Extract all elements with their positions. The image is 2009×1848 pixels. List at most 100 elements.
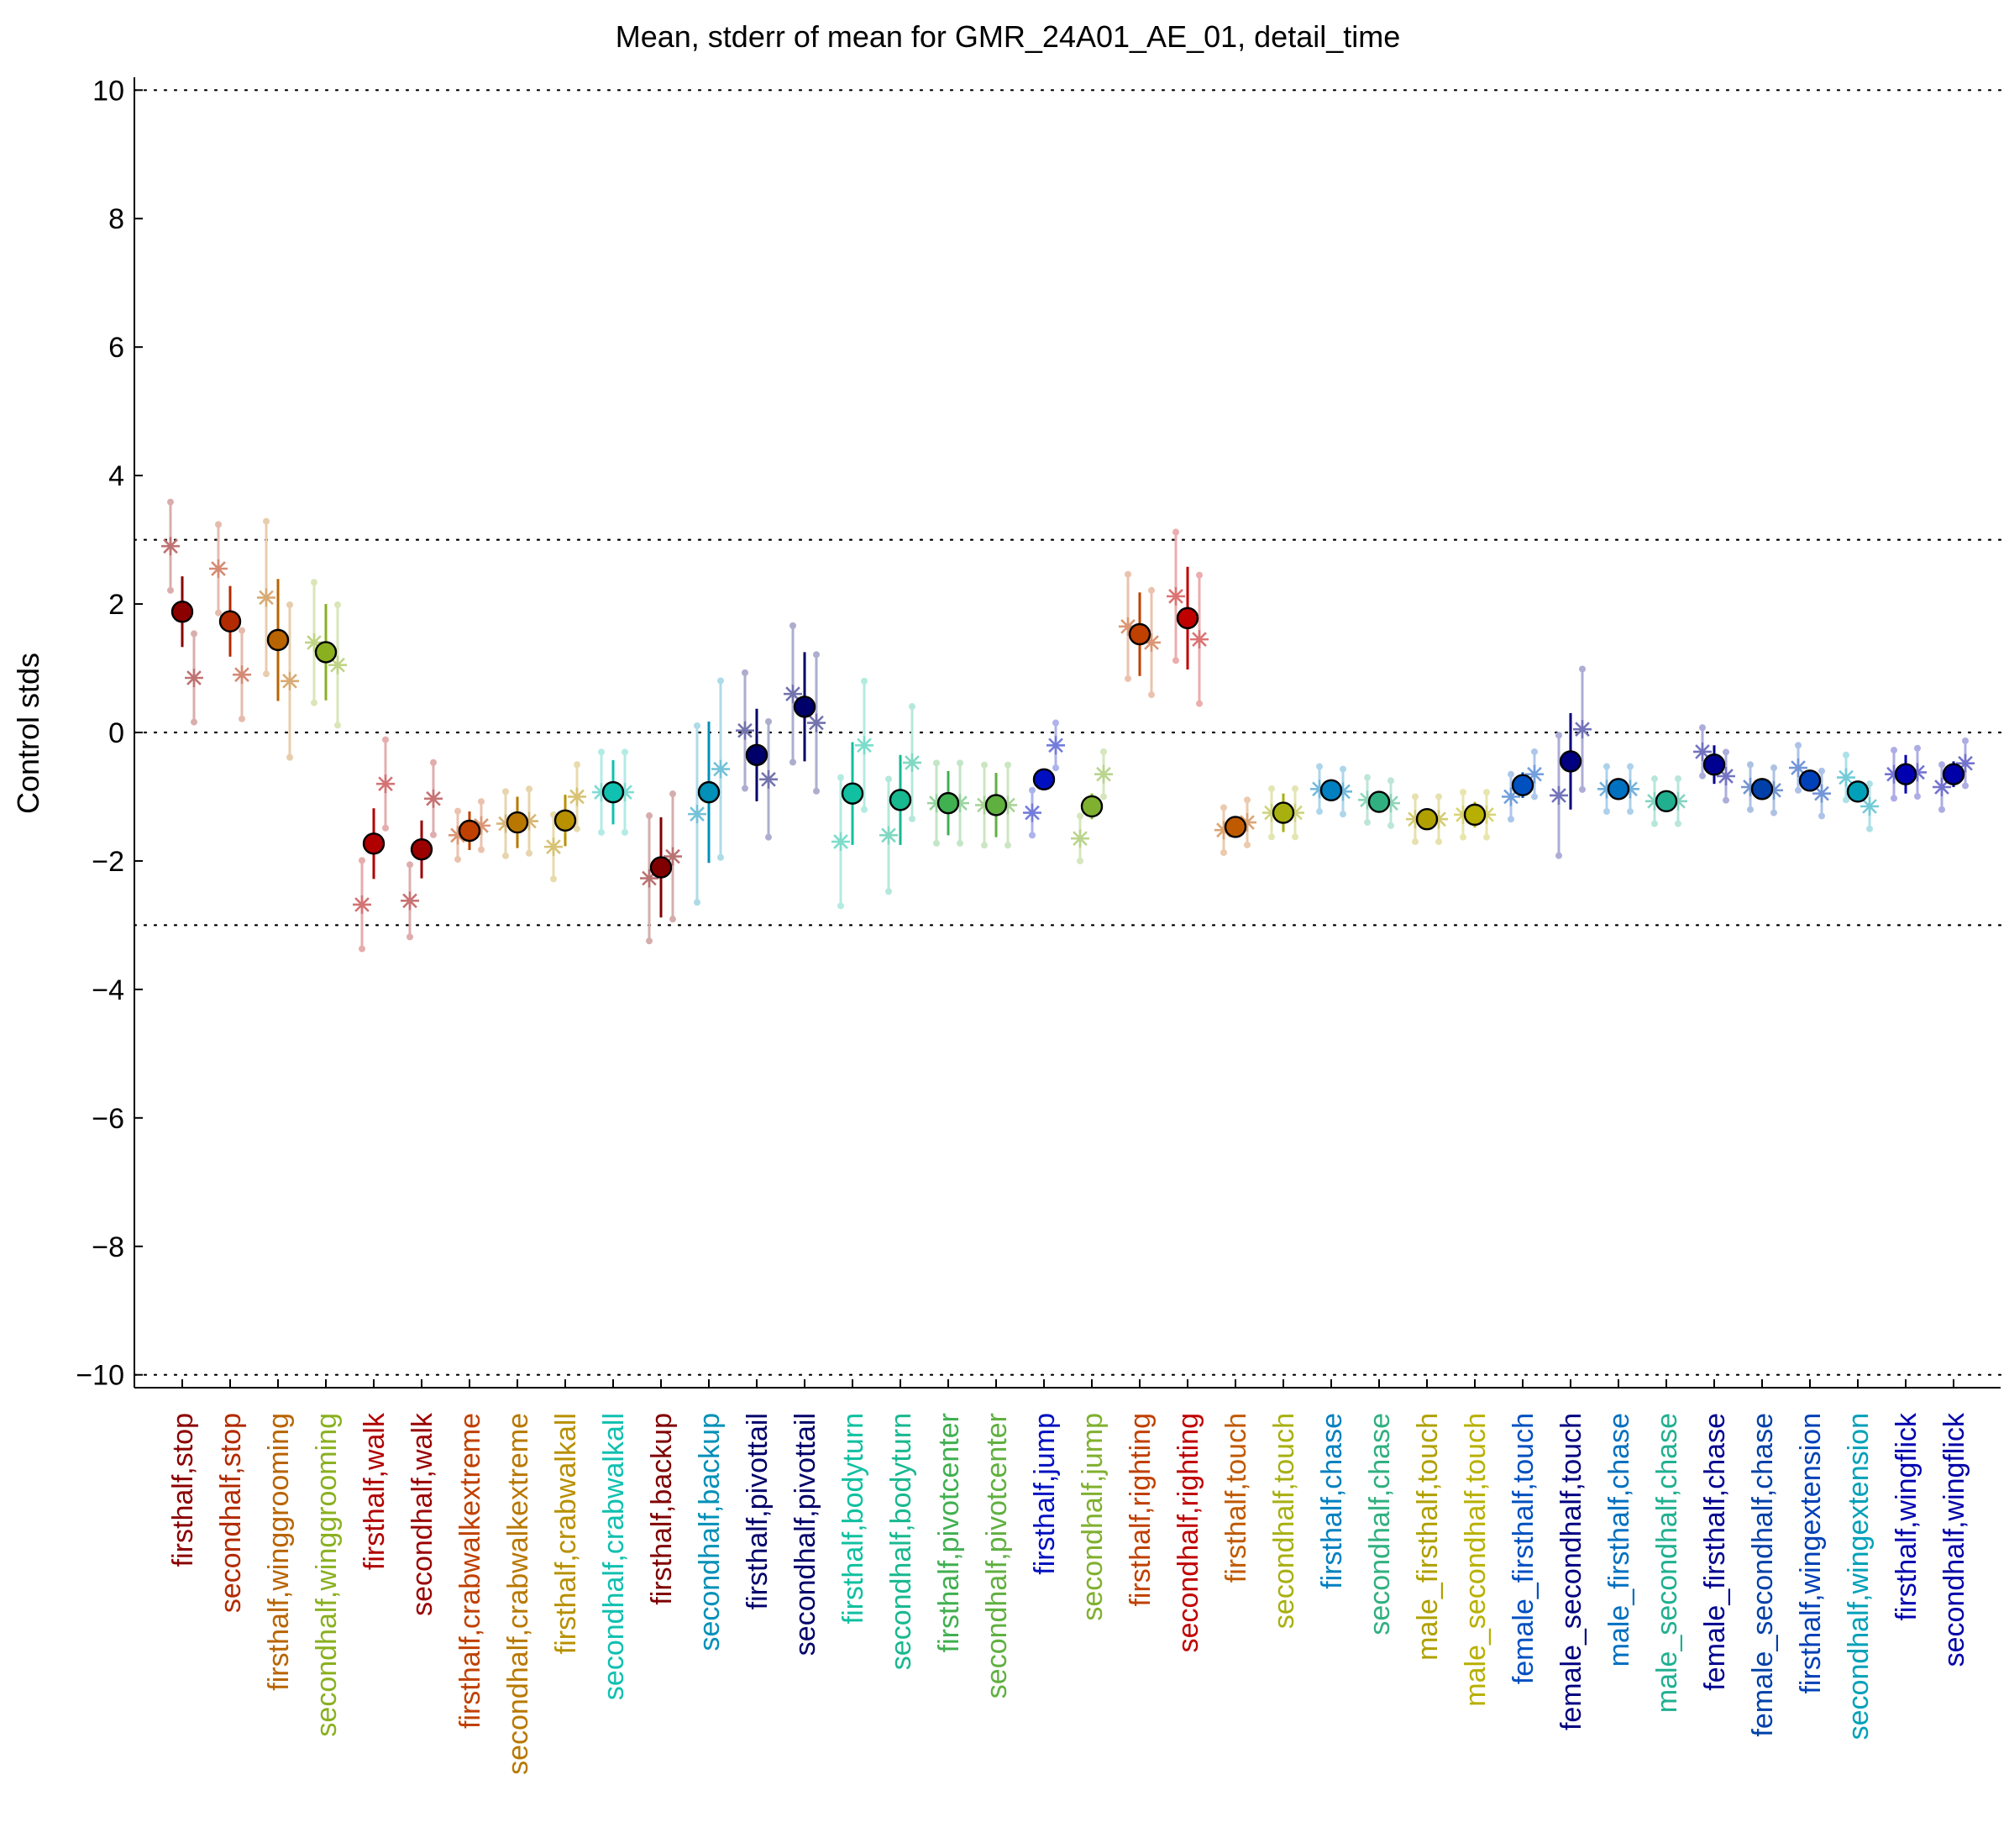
mean-marker xyxy=(649,856,673,879)
sub-range-dot xyxy=(765,833,772,841)
sub-range-dot xyxy=(1795,742,1802,749)
y-tick-label: −6 xyxy=(92,1103,124,1135)
sub-range-dot xyxy=(334,601,341,609)
x-tick-label: secondhalf,crabwalkall xyxy=(598,1413,630,1700)
mean-marker xyxy=(218,610,242,633)
sub-range-dot xyxy=(933,839,940,847)
sub-range-dot xyxy=(1627,763,1634,770)
sub-range-dot xyxy=(263,517,270,525)
mean-marker xyxy=(1319,779,1343,802)
sub-range-dot xyxy=(1747,761,1754,769)
data-point-group xyxy=(496,785,538,859)
sub-mean-marker xyxy=(736,721,754,740)
sub-range-dot xyxy=(981,761,988,769)
sub-range-dot xyxy=(454,807,461,815)
data-point-group xyxy=(209,521,251,722)
sub-mean-marker xyxy=(305,633,323,652)
sub-mean-marker xyxy=(185,669,203,687)
sub-range-dot xyxy=(1675,820,1681,827)
sub-range-dot xyxy=(885,775,892,783)
mean-marker xyxy=(1511,774,1534,796)
sub-range-dot xyxy=(1651,820,1658,827)
sub-range-dot xyxy=(1843,796,1849,804)
sub-range-dot xyxy=(382,736,389,743)
sub-range-dot xyxy=(957,759,963,767)
sub-range-dot xyxy=(1435,838,1442,845)
x-tick-label: male_firsthalf,chase xyxy=(1603,1413,1635,1667)
mean-marker xyxy=(841,782,864,805)
sub-mean-marker xyxy=(353,895,371,914)
sub-range-dot xyxy=(694,722,700,729)
x-tick-label: firsthalf,righting xyxy=(1125,1413,1157,1607)
x-tick-label: firsthalf,pivottail xyxy=(742,1413,774,1609)
data-point-group xyxy=(879,703,921,895)
mean-marker xyxy=(1272,801,1295,824)
data-point-group xyxy=(1645,775,1687,827)
data-point-group xyxy=(305,579,347,729)
data-point-group xyxy=(1550,665,1592,859)
sub-range-dot xyxy=(1148,691,1155,699)
sub-range-dot xyxy=(861,806,868,813)
sub-range-dot xyxy=(669,790,676,798)
sub-range-dot xyxy=(1866,825,1873,832)
sub-range-dot xyxy=(1220,804,1227,811)
sub-range-dot xyxy=(1818,812,1825,820)
data-point-group xyxy=(1071,748,1113,864)
sub-range-dot xyxy=(167,586,174,594)
sub-range-dot xyxy=(526,849,532,857)
sub-mean-marker xyxy=(233,665,251,685)
sub-mean-marker xyxy=(1071,829,1089,848)
sub-mean-marker xyxy=(831,832,850,851)
sub-mean-marker xyxy=(1046,736,1065,755)
sub-range-dot xyxy=(1651,775,1658,783)
chart-title: Mean, stderr of mean for GMR_24A01_AE_01… xyxy=(616,19,1401,54)
mean-marker xyxy=(984,794,1008,816)
data-point-group xyxy=(401,759,443,941)
data-point-group xyxy=(688,677,730,906)
sub-range-dot xyxy=(1675,775,1681,783)
sub-range-dot xyxy=(813,651,820,659)
data-point-group xyxy=(448,798,490,864)
x-tick-label: firsthalf,bodyturn xyxy=(837,1413,869,1624)
data-point-group xyxy=(927,759,969,847)
data-point-group xyxy=(592,748,634,836)
data-point-group xyxy=(1789,742,1831,820)
sub-range-dot xyxy=(837,902,844,910)
sub-mean-marker xyxy=(1717,767,1735,785)
sub-range-dot xyxy=(502,788,509,795)
x-tick-label: firsthalf,wingflick xyxy=(1891,1412,1922,1621)
sub-range-dot xyxy=(1172,657,1179,664)
sub-range-dot xyxy=(1148,586,1155,594)
sub-range-dot xyxy=(1891,795,1897,802)
sub-range-dot xyxy=(286,601,293,609)
sub-range-dot xyxy=(909,703,915,711)
sub-range-dot xyxy=(1268,785,1275,792)
data-point-group xyxy=(831,677,873,910)
y-tick-label: −10 xyxy=(76,1360,124,1392)
sub-range-dot xyxy=(1220,849,1227,856)
mean-marker xyxy=(1032,768,1056,791)
sub-range-dot xyxy=(1172,528,1179,536)
sub-range-dot xyxy=(1579,785,1586,793)
sub-range-dot xyxy=(669,916,676,923)
sub-range-dot xyxy=(765,718,772,725)
data-point-group xyxy=(1262,785,1304,841)
sub-range-dot xyxy=(933,759,940,767)
data-point-group xyxy=(1214,796,1256,856)
y-tick-label: 8 xyxy=(108,203,124,235)
data-point-group xyxy=(161,498,203,726)
sub-mean-marker xyxy=(1573,720,1592,739)
sub-range-dot xyxy=(598,748,605,756)
sub-range-dot xyxy=(1004,842,1011,849)
x-tick-label: secondhalf,pivottail xyxy=(789,1413,821,1656)
sub-range-dot xyxy=(1531,793,1538,801)
mean-marker xyxy=(1655,790,1678,813)
sub-range-dot xyxy=(239,715,245,722)
sub-range-dot xyxy=(909,815,915,822)
sub-range-dot xyxy=(407,861,413,869)
mean-marker xyxy=(314,641,338,664)
mean-marker xyxy=(697,780,721,804)
mean-marker xyxy=(410,837,433,861)
data-point-group xyxy=(1597,763,1639,816)
